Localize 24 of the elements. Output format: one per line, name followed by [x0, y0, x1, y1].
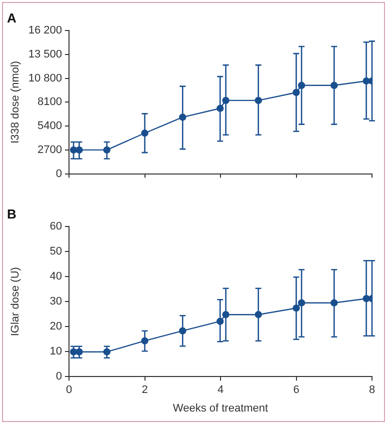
- x-tick-label: 8: [368, 384, 376, 396]
- y-tick-label: 40: [50, 270, 62, 283]
- y-tick-label: 50: [50, 246, 62, 258]
- y-tick-label: 8100: [38, 96, 62, 108]
- x-tick-label: 4: [217, 384, 224, 396]
- y-tick-label: 30: [50, 296, 62, 308]
- y-tick-label: 10: [50, 346, 62, 358]
- chart-title: B: [7, 206, 16, 222]
- y-tick-label: 2700: [38, 144, 62, 156]
- x-tick-label: 0: [66, 384, 72, 396]
- y-tick-label: 0: [56, 168, 62, 180]
- y-tick-label: 10 800: [28, 72, 62, 84]
- y-tick-label: 16 200: [28, 24, 62, 37]
- y-tick-label: 5400: [38, 120, 62, 132]
- y-axis-title: IGlar dose (U): [10, 267, 22, 336]
- y-axis-title: I338 dose (nmol): [10, 60, 22, 144]
- x-axis-title: Weeks of treatment: [172, 402, 268, 414]
- chart-title: A: [7, 10, 17, 26]
- y-tick-label: 20: [50, 320, 62, 333]
- y-tick-label: 60: [50, 220, 62, 233]
- x-tick-label: 2: [142, 384, 148, 396]
- y-tick-label: 13 500: [28, 48, 62, 60]
- y-tick-label: 0: [56, 370, 62, 383]
- x-tick-label: 6: [293, 384, 300, 396]
